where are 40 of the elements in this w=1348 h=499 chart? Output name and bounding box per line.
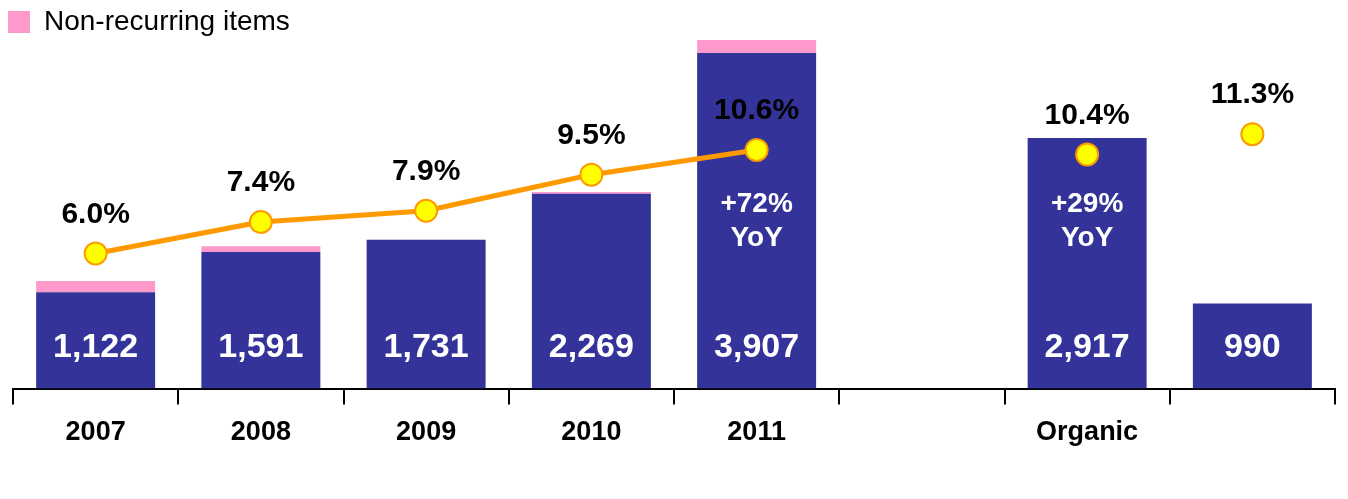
data-label: 7.4% (226, 164, 296, 198)
bar (1027, 137, 1147, 389)
x-tick-label: 2009 (396, 416, 457, 447)
bar (201, 246, 321, 252)
data-label: 7.9% (391, 152, 461, 186)
data-label: 2,269 (548, 325, 634, 364)
bar (1192, 303, 1312, 389)
data-label: 6.0% (61, 195, 130, 229)
data-label: 2,917 (1044, 325, 1130, 364)
bar (697, 40, 817, 53)
point (579, 162, 604, 187)
bar (36, 292, 156, 389)
x-tick-label: 2008 (230, 416, 291, 447)
x-tick-label: 2011 (727, 416, 786, 447)
point (83, 241, 108, 266)
annotation: +29% YoY (1050, 187, 1124, 253)
x-tick-label: Organic (1036, 416, 1139, 447)
data-label: 990 (1224, 325, 1281, 364)
point (744, 137, 769, 162)
data-label: 1,731 (383, 325, 469, 364)
bar (201, 251, 321, 389)
bar (366, 239, 486, 389)
x-tick-label: 2010 (561, 416, 622, 447)
bar (36, 281, 156, 293)
point (248, 209, 273, 234)
data-label: 11.3% (1210, 76, 1295, 110)
point (1075, 142, 1100, 167)
legend-label: Non-recurring items (44, 4, 290, 36)
x-tick-label: 2007 (65, 416, 126, 447)
data-label: 10.4% (1044, 96, 1130, 130)
data-label: 1,122 (53, 325, 139, 364)
bar (697, 52, 817, 389)
data-label: 1,591 (218, 325, 304, 364)
data-label: 10.6% (714, 92, 800, 126)
point (1240, 122, 1265, 147)
annotation: +72% YoY (720, 187, 793, 253)
data-label: 9.5% (557, 116, 626, 150)
bar (531, 193, 651, 389)
point (414, 198, 439, 223)
data-label: 3,907 (714, 325, 800, 364)
